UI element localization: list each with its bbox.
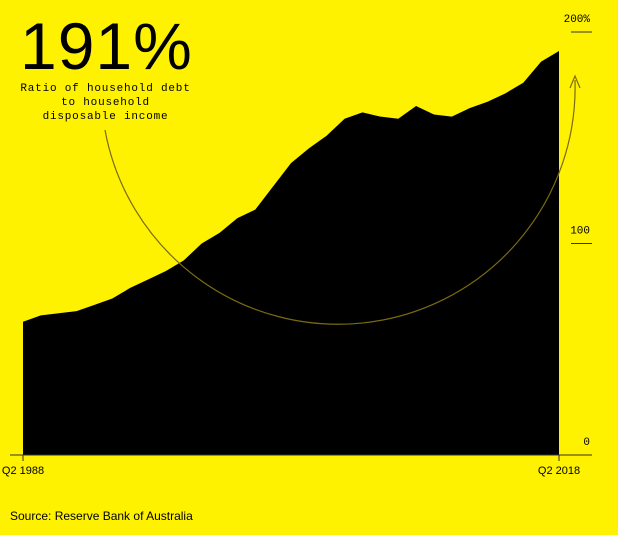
subtitle: Ratio of household debt to household dis… (8, 82, 203, 124)
arc-arrowhead (569, 74, 581, 89)
area (23, 51, 559, 455)
subtitle-line: disposable income (42, 111, 169, 123)
x-tick-label: Q2 2018 (537, 465, 581, 477)
subtitle-line: Ratio of household debt (20, 83, 191, 95)
subtitle-line: to household (61, 97, 150, 109)
y-tick-label: 0 (583, 437, 590, 449)
source: Source: Reserve Bank of Australia (10, 509, 193, 523)
y-tick-label: 200% (564, 14, 591, 26)
plot (23, 51, 559, 455)
headline-value: 191% (20, 9, 193, 83)
decorative-arc (104, 79, 576, 325)
y-tick-label: 100 (570, 226, 590, 238)
x-tick-label: Q2 1988 (1, 465, 45, 477)
